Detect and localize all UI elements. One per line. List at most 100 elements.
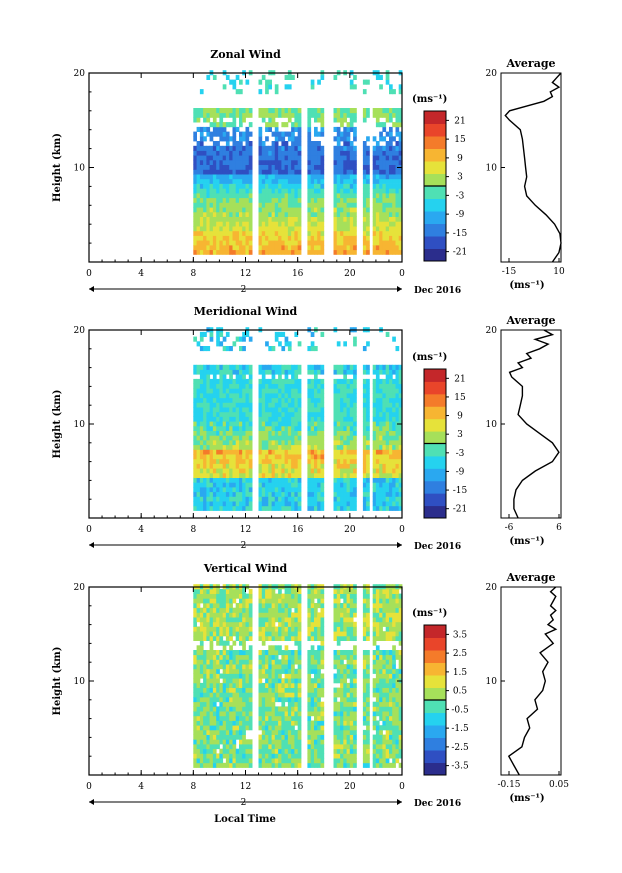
heatmap-cell	[320, 501, 325, 507]
heatmap-cell	[242, 673, 246, 679]
heatmap-cell	[219, 245, 224, 251]
heatmap-cell	[281, 407, 286, 413]
heatmap-cell	[219, 416, 224, 422]
heatmap-cell	[375, 174, 380, 180]
heatmap-cell	[222, 678, 227, 684]
heatmap-cell	[366, 482, 370, 488]
heatmap-cell	[287, 729, 292, 735]
heatmap-cell	[307, 468, 312, 474]
heatmap-cell	[209, 487, 214, 493]
heatmap-cell	[297, 378, 302, 384]
heatmap-cell	[216, 126, 220, 132]
heatmap-cell	[333, 397, 338, 403]
heatmap-cell	[297, 598, 302, 604]
heatmap-cell	[203, 230, 207, 236]
heatmap-cell	[245, 482, 250, 488]
heatmap-cell	[268, 226, 272, 232]
heatmap-cell	[225, 496, 230, 502]
heatmap-cell	[281, 378, 286, 384]
heatmap-cell	[287, 202, 292, 208]
heatmap-cell	[297, 748, 302, 754]
heatmap-cell	[281, 425, 286, 431]
heatmap-cell	[229, 159, 233, 165]
heatmap-cell	[392, 425, 396, 431]
heatmap-cell	[203, 393, 207, 399]
heatmap-cell	[193, 496, 197, 502]
heatmap-cell	[385, 468, 390, 474]
heatmap-cell	[291, 388, 295, 394]
heatmap-cell	[307, 145, 312, 151]
heatmap-cell	[245, 202, 250, 208]
heatmap-cell	[258, 482, 263, 488]
heatmap-cell	[258, 164, 263, 170]
heatmap-cell	[199, 640, 204, 646]
heatmap-cell	[336, 668, 341, 674]
heatmap-cell	[199, 501, 204, 507]
heatmap-cell	[209, 240, 214, 246]
heatmap-cell	[258, 183, 263, 189]
heatmap-cell	[219, 748, 224, 754]
heatmap-cell	[291, 650, 295, 656]
heatmap-cell	[235, 729, 240, 735]
heatmap-cell	[242, 659, 246, 665]
heatmap-cell	[248, 411, 253, 417]
heatmap-cell	[297, 235, 302, 241]
heatmap-cell	[268, 197, 272, 203]
heatmap-cell	[343, 374, 347, 380]
heatmap-cell	[385, 159, 390, 165]
colorbar-unit: (ms⁻¹)	[412, 94, 447, 105]
heatmap-cell	[382, 136, 387, 142]
heatmap-cell	[372, 202, 377, 208]
heatmap-cell	[284, 211, 289, 217]
heatmap-cell	[281, 617, 286, 623]
heatmap-cell	[314, 682, 318, 688]
heatmap-cell	[281, 240, 286, 246]
heatmap-cell	[242, 654, 246, 660]
heatmap-cell	[297, 159, 302, 165]
heatmap-cell	[242, 117, 246, 123]
heatmap-cell	[284, 421, 289, 427]
heatmap-cell	[340, 112, 344, 118]
heatmap-cell	[222, 654, 227, 660]
heatmap-cell	[395, 245, 400, 251]
heatmap-cell	[265, 341, 269, 347]
heatmap-cell	[375, 397, 380, 403]
heatmap-cell	[297, 369, 302, 375]
heatmap-cell	[209, 617, 214, 623]
heatmap-cell	[366, 468, 370, 474]
heatmap-cell	[287, 762, 292, 768]
heatmap-cell	[340, 249, 344, 255]
heatmap-cell	[284, 141, 289, 147]
heatmap-cell	[346, 435, 351, 441]
heatmap-cell	[395, 178, 400, 184]
heatmap-cell	[196, 603, 201, 609]
heatmap-cell	[261, 378, 266, 384]
heatmap-cell	[392, 193, 396, 199]
heatmap-cell	[281, 411, 286, 417]
heatmap-cell	[362, 178, 367, 184]
heatmap-cell	[353, 164, 357, 170]
heatmap-cell	[346, 112, 351, 118]
heatmap-cell	[271, 346, 276, 352]
heatmap-cell	[333, 729, 338, 735]
heatmap-cell	[340, 472, 344, 478]
heatmap-cell	[385, 193, 390, 199]
heatmap-cell	[320, 193, 325, 199]
heatmap-cell	[206, 388, 211, 394]
heatmap-cell	[242, 378, 246, 384]
heatmap-cell	[216, 331, 220, 337]
heatmap-cell	[271, 216, 276, 222]
heatmap-cell	[242, 477, 246, 483]
heatmap-cell	[297, 468, 302, 474]
heatmap-cell	[294, 654, 299, 660]
heatmap-cell	[199, 430, 204, 436]
heatmap-cell	[278, 682, 282, 688]
heatmap-cell	[235, 430, 240, 436]
heatmap-cell	[229, 193, 233, 199]
heatmap-cell	[206, 621, 211, 627]
heatmap-cell	[278, 235, 282, 241]
heatmap-cell	[268, 150, 272, 156]
heatmap-cell	[307, 449, 312, 455]
heatmap-cell	[353, 430, 357, 436]
heatmap-cell	[225, 463, 230, 469]
